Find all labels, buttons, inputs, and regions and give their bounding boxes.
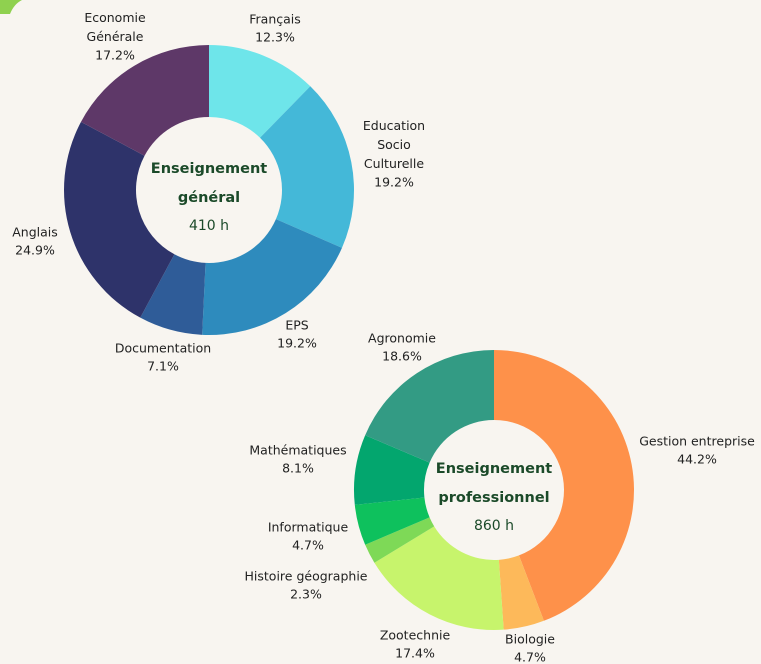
donut-slice: [140, 254, 206, 335]
center-title: Enseignement professionnel: [436, 461, 552, 506]
slice-value-label: 7.1%: [147, 359, 179, 374]
slice-value-label: 19.2%: [277, 336, 317, 351]
slice-label: Anglais: [12, 225, 58, 240]
slice-label: Biologie: [505, 632, 555, 647]
center-value: 410 h: [189, 218, 229, 234]
slice-value-label: 18.6%: [382, 349, 422, 364]
slice-label: Documentation: [115, 341, 211, 356]
corner-decoration: [0, 0, 22, 14]
donut-slice: [498, 555, 544, 630]
slice-value-label: 17.4%: [395, 646, 435, 661]
slice-value-label: 44.2%: [677, 452, 717, 467]
slice-value-label: 19.2%: [374, 175, 414, 190]
slice-label: Mathématiques: [249, 443, 346, 458]
donut-slice: [374, 526, 504, 630]
slice-value-label: 4.7%: [292, 538, 324, 553]
slice-label: Education Socio Culturelle: [363, 118, 425, 171]
slice-value-label: 8.1%: [282, 461, 314, 476]
donut-slice: [80, 45, 209, 156]
slice-label: Gestion entreprise: [639, 434, 755, 449]
slice-value-label: 12.3%: [255, 30, 295, 45]
slice-label: Français: [249, 12, 301, 27]
center-title: Enseignement général: [151, 161, 267, 206]
donut-slice: [354, 497, 430, 545]
slice-label: Zootechnie: [380, 628, 451, 643]
donut-slice: [365, 350, 494, 463]
donut-slice: [202, 219, 342, 336]
slice-label: Agronomie: [368, 331, 436, 346]
donut-slice: [494, 350, 634, 621]
slice-value-label: 4.7%: [514, 650, 546, 664]
donut-slice: [354, 435, 430, 505]
slice-value-label: 24.9%: [15, 243, 55, 258]
donut-slice: [64, 121, 175, 318]
slice-label: Informatique: [268, 520, 349, 535]
slice-value-label: 2.3%: [290, 587, 322, 602]
slice-value-label: 17.2%: [95, 48, 135, 63]
center-value: 860 h: [474, 518, 514, 534]
slice-label: Histoire géographie: [245, 569, 368, 584]
donut-slice: [365, 517, 435, 563]
donut-slice: [209, 45, 311, 138]
donut-slice: [260, 86, 354, 248]
slice-label: Economie Générale: [84, 10, 146, 44]
slice-label: EPS: [285, 318, 308, 333]
